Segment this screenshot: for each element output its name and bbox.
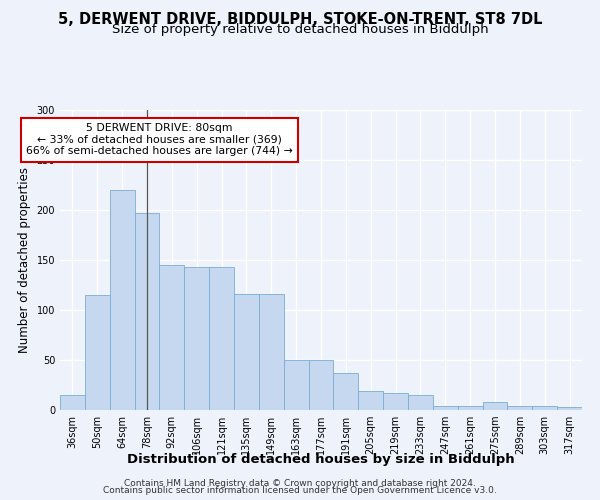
Bar: [482, 402, 508, 410]
Text: Size of property relative to detached houses in Biddulph: Size of property relative to detached ho…: [112, 22, 488, 36]
Bar: [284, 360, 308, 410]
Bar: [85, 295, 110, 410]
Bar: [358, 391, 383, 410]
Bar: [234, 294, 259, 410]
Text: 5, DERWENT DRIVE, BIDDULPH, STOKE-ON-TRENT, ST8 7DL: 5, DERWENT DRIVE, BIDDULPH, STOKE-ON-TRE…: [58, 12, 542, 28]
Bar: [209, 267, 234, 410]
Text: 5 DERWENT DRIVE: 80sqm
← 33% of detached houses are smaller (369)
66% of semi-de: 5 DERWENT DRIVE: 80sqm ← 33% of detached…: [26, 123, 293, 156]
Bar: [308, 360, 334, 410]
Bar: [334, 373, 358, 410]
Bar: [508, 406, 532, 410]
Y-axis label: Number of detached properties: Number of detached properties: [18, 167, 31, 353]
Bar: [408, 395, 433, 410]
Bar: [110, 190, 134, 410]
Bar: [433, 406, 458, 410]
Bar: [557, 407, 582, 410]
Bar: [458, 406, 482, 410]
Bar: [134, 213, 160, 410]
Text: Contains public sector information licensed under the Open Government Licence v3: Contains public sector information licen…: [103, 486, 497, 495]
Bar: [60, 395, 85, 410]
Bar: [383, 393, 408, 410]
Bar: [259, 294, 284, 410]
Bar: [160, 265, 184, 410]
Bar: [532, 406, 557, 410]
Text: Distribution of detached houses by size in Biddulph: Distribution of detached houses by size …: [127, 452, 515, 466]
Bar: [184, 267, 209, 410]
Text: Contains HM Land Registry data © Crown copyright and database right 2024.: Contains HM Land Registry data © Crown c…: [124, 478, 476, 488]
